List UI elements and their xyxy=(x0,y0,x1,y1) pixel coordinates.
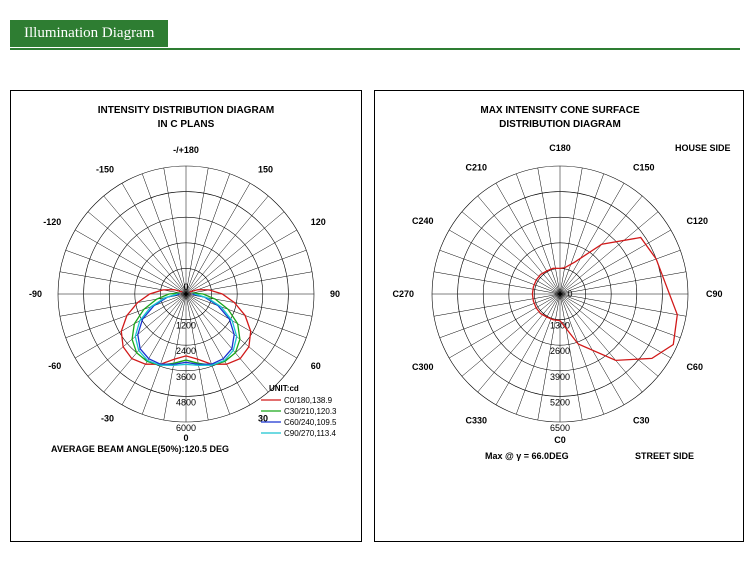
svg-text:-/+180: -/+180 xyxy=(173,145,199,155)
svg-text:C240: C240 xyxy=(412,216,434,226)
left-chart: INTENSITY DISTRIBUTION DIAGRAM IN C PLANS… xyxy=(11,91,361,541)
svg-text:C0: C0 xyxy=(554,435,566,445)
svg-text:-90: -90 xyxy=(29,289,42,299)
svg-text:C60/240,109.5: C60/240,109.5 xyxy=(284,418,337,427)
svg-text:0: 0 xyxy=(183,433,188,443)
svg-text:2400: 2400 xyxy=(176,346,196,356)
svg-text:6500: 6500 xyxy=(550,423,570,433)
svg-text:C180: C180 xyxy=(549,143,571,153)
svg-text:2600: 2600 xyxy=(550,346,570,356)
svg-text:60: 60 xyxy=(311,361,321,371)
svg-text:-60: -60 xyxy=(48,361,61,371)
panels-row: INTENSITY DISTRIBUTION DIAGRAM IN C PLANS… xyxy=(10,90,740,542)
svg-text:C90/270,113.4: C90/270,113.4 xyxy=(284,429,336,438)
svg-text:C300: C300 xyxy=(412,362,434,372)
svg-text:C30/210,120.3: C30/210,120.3 xyxy=(284,407,337,416)
svg-text:IN C PLANS: IN C PLANS xyxy=(158,119,215,130)
svg-text:C120: C120 xyxy=(686,216,708,226)
svg-text:150: 150 xyxy=(258,164,273,174)
svg-text:-120: -120 xyxy=(43,217,61,227)
svg-text:C270: C270 xyxy=(392,289,414,299)
svg-text:INTENSITY DISTRIBUTION DIAGRAM: INTENSITY DISTRIBUTION DIAGRAM xyxy=(98,105,274,116)
right-panel: MAX INTENSITY CONE SURFACE DISTRIBUTION D… xyxy=(374,90,744,542)
svg-text:DISTRIBUTION DIAGRAM: DISTRIBUTION DIAGRAM xyxy=(499,119,621,130)
svg-text:0: 0 xyxy=(183,282,188,292)
svg-text:90: 90 xyxy=(330,289,340,299)
svg-text:C330: C330 xyxy=(465,415,487,425)
svg-text:STREET SIDE: STREET SIDE xyxy=(635,451,694,461)
svg-text:MAX INTENSITY CONE SURFACE: MAX INTENSITY CONE SURFACE xyxy=(480,105,640,116)
svg-text:3600: 3600 xyxy=(176,372,196,382)
header-title: Illumination Diagram xyxy=(10,20,168,47)
right-chart: MAX INTENSITY CONE SURFACE DISTRIBUTION D… xyxy=(375,91,743,541)
svg-text:UNIT:cd: UNIT:cd xyxy=(269,384,299,393)
left-panel: INTENSITY DISTRIBUTION DIAGRAM IN C PLANS… xyxy=(10,90,362,542)
svg-text:1200: 1200 xyxy=(176,321,196,331)
svg-text:C210: C210 xyxy=(465,163,487,173)
svg-text:6000: 6000 xyxy=(176,423,196,433)
svg-text:5200: 5200 xyxy=(550,397,570,407)
svg-text:C60: C60 xyxy=(686,362,703,372)
header-bar: Illumination Diagram xyxy=(10,20,740,50)
svg-text:C30: C30 xyxy=(633,415,650,425)
svg-text:AVERAGE BEAM ANGLE(50%):120.5: AVERAGE BEAM ANGLE(50%):120.5 DEG xyxy=(51,444,229,454)
svg-text:C150: C150 xyxy=(633,163,655,173)
svg-text:C90: C90 xyxy=(706,289,723,299)
svg-text:120: 120 xyxy=(311,217,326,227)
svg-text:4800: 4800 xyxy=(176,397,196,407)
svg-text:-150: -150 xyxy=(96,164,114,174)
svg-text:0: 0 xyxy=(567,289,572,299)
svg-text:-30: -30 xyxy=(101,414,114,424)
svg-text:HOUSE SIDE: HOUSE SIDE xyxy=(675,143,731,153)
svg-text:C0/180,138.9: C0/180,138.9 xyxy=(284,396,333,405)
svg-text:Max @ γ = 66.0DEG: Max @ γ = 66.0DEG xyxy=(485,451,569,461)
svg-text:3900: 3900 xyxy=(550,372,570,382)
